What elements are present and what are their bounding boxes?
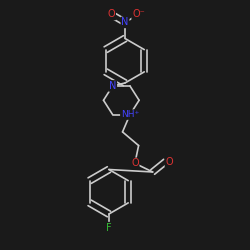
Text: F: F	[106, 222, 112, 232]
Text: N: N	[121, 18, 129, 28]
Text: O: O	[108, 10, 115, 20]
Text: O: O	[131, 158, 139, 168]
Text: O: O	[166, 156, 173, 166]
Text: NH⁺: NH⁺	[121, 110, 139, 119]
Text: N: N	[109, 81, 116, 91]
Text: O⁻: O⁻	[132, 10, 145, 20]
